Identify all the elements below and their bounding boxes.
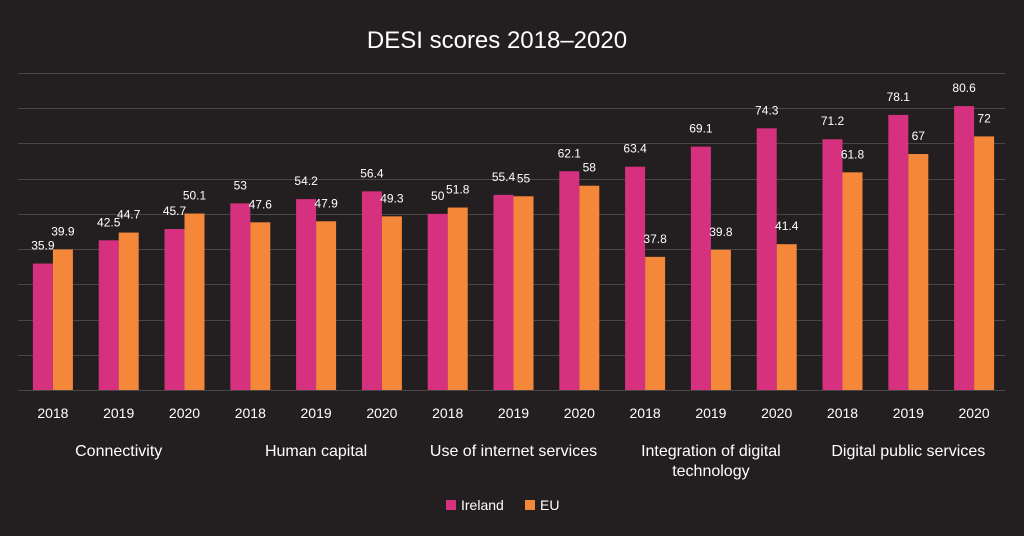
year-tick-label: 2018 [630,405,661,421]
legend-label: Ireland [461,497,504,513]
bar-ireland [822,139,843,390]
bar-ireland [493,194,514,390]
data-label-ireland: 56.4 [360,166,384,180]
data-label-ireland: 42.5 [97,215,121,229]
bar-ireland [625,166,646,390]
data-label-ireland: 71.2 [821,114,845,128]
year-tick-label: 2019 [893,405,924,421]
data-label-eu: 61.8 [841,147,865,161]
year-tick-label: 2019 [301,405,332,421]
data-label-eu: 44.7 [117,208,141,222]
bar-eu [974,136,995,390]
year-tick-label: 2019 [498,405,529,421]
bar-eu [447,207,468,390]
data-label-eu: 49.3 [380,191,404,205]
bar-eu [184,213,205,390]
bar-eu [645,256,666,390]
data-label-eu: 39.9 [51,224,75,238]
bar-ireland [559,171,580,390]
year-tick-label: 2019 [103,405,134,421]
data-label-eu: 50.1 [183,189,207,203]
chart-title: DESI scores 2018–2020 [367,27,627,54]
year-tick-label: 2020 [761,405,792,421]
data-label-ireland: 50 [431,189,445,203]
data-label-ireland: 55.4 [492,170,516,184]
data-label-ireland: 53 [234,178,248,192]
data-label-eu: 58 [583,161,597,175]
year-tick-label: 2020 [959,405,990,421]
data-label-ireland: 74.3 [755,103,779,117]
legend-swatch [446,500,456,510]
year-tick-label: 2020 [169,405,200,421]
data-label-eu: 39.8 [709,225,733,239]
data-label-ireland: 78.1 [887,90,911,104]
bar-eu [250,222,271,390]
category-label: Human capital [265,443,367,460]
bar-ireland [427,213,448,390]
bar-eu [776,244,797,390]
bar-ireland [164,229,185,390]
bar-ireland [32,263,53,390]
year-tick-label: 2020 [366,405,397,421]
legend: Ireland EU [446,497,559,513]
bar-eu [842,172,863,390]
data-label-ireland: 54.2 [294,174,318,188]
bar-eu [118,232,139,390]
data-label-eu: 47.9 [314,196,338,210]
bar-ireland [98,240,119,390]
year-tick-label: 2018 [827,405,858,421]
bars [32,106,995,391]
data-label-ireland: 63.4 [623,142,647,156]
bar-ireland [756,128,777,390]
category-label: Use of internet services [430,443,597,460]
data-label-eu: 55 [517,171,531,185]
data-label-ireland: 35.9 [31,239,55,253]
bar-eu [381,216,402,390]
data-label-eu: 72 [977,111,991,125]
x-axis: 2018 2019 2020 Connectivity 2018 2019 2020 Huma… [37,405,990,480]
data-label-ireland: 62.1 [558,146,582,160]
category-label: technology [672,463,749,480]
year-tick-label: 2018 [37,405,68,421]
bar-ireland [888,114,909,391]
year-tick-label: 2019 [695,405,726,421]
data-label-eu: 37.8 [643,232,667,246]
bar-ireland [230,203,251,390]
bar-eu [908,154,929,390]
bar-eu [579,185,600,390]
legend-swatch [525,500,535,510]
year-tick-label: 2020 [564,405,595,421]
data-label-eu: 47.6 [249,197,273,211]
data-label-ireland: 45.7 [163,204,187,218]
data-label-ireland: 80.6 [952,81,976,95]
year-tick-label: 2018 [432,405,463,421]
bar-ireland [690,146,711,390]
category-label: Digital public services [831,443,985,460]
category-label: Integration of digital [641,443,781,460]
bar-eu [316,221,337,390]
bar-eu [52,249,73,390]
data-label-eu: 67 [912,129,926,143]
data-label-eu: 51.8 [446,183,470,197]
bar-ireland [954,106,975,390]
year-tick-label: 2018 [235,405,266,421]
bar-eu [710,249,731,390]
bar-eu [513,196,534,390]
bar-ireland [296,199,317,390]
legend-label: EU [540,497,559,513]
data-label-ireland: 69.1 [689,122,713,136]
category-label: Connectivity [75,443,162,460]
data-label-eu: 41.4 [775,219,799,233]
bar-ireland [361,191,382,390]
